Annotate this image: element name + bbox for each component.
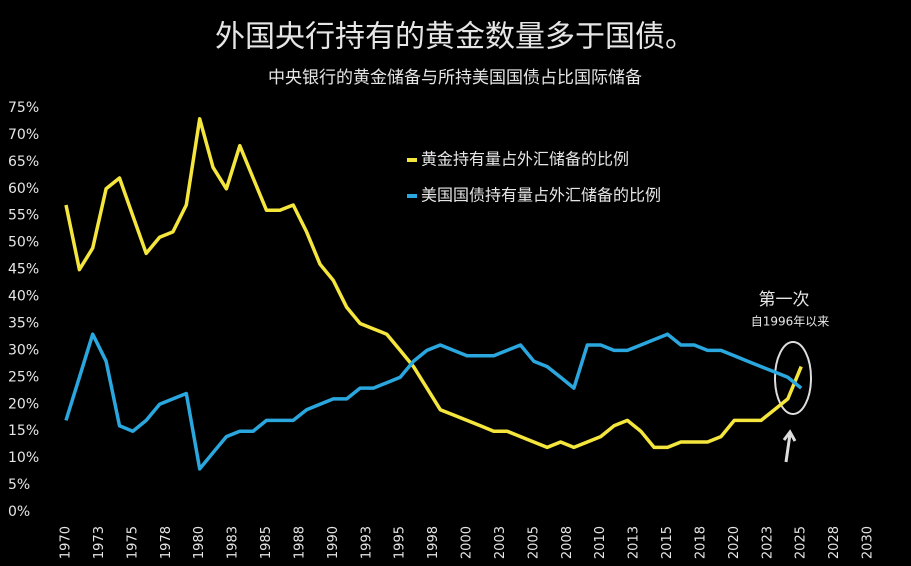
y-tick-label: 35% xyxy=(8,315,39,331)
x-tick-label: 1978 xyxy=(159,526,174,559)
y-tick-label: 70% xyxy=(8,127,39,143)
y-tick-label: 15% xyxy=(8,423,39,439)
y-tick-label: 55% xyxy=(8,208,39,224)
x-tick-label: 2028 xyxy=(827,526,842,559)
y-tick-label: 45% xyxy=(8,262,39,278)
x-tick-label: 2025 xyxy=(794,526,809,559)
x-tick-label: 1985 xyxy=(259,526,274,559)
x-tick-label: 1988 xyxy=(292,526,307,559)
x-tick-label: 1995 xyxy=(393,526,408,559)
x-tick-label: 1993 xyxy=(359,526,374,559)
x-tick-label: 2020 xyxy=(727,526,742,559)
y-tick-label: 60% xyxy=(8,181,39,197)
y-tick-label: 25% xyxy=(8,369,39,385)
y-tick-label: 65% xyxy=(8,154,39,170)
x-tick-label: 2000 xyxy=(460,526,475,559)
y-tick-label: 75% xyxy=(8,100,39,116)
x-tick-label: 2015 xyxy=(660,526,675,559)
annotation: 自1996年以来 xyxy=(751,315,830,329)
annotation: 第一次 xyxy=(759,290,810,310)
series-line xyxy=(64,117,803,450)
series-line xyxy=(64,332,803,471)
y-tick-label: 5% xyxy=(8,477,30,493)
x-tick-label: 2013 xyxy=(627,526,642,559)
x-tick-label: 2018 xyxy=(693,526,708,559)
chart-title: 外国央行持有的黄金数量多于国债。 xyxy=(215,20,695,55)
chart-subtitle: 中央银行的黄金储备与所持美国国债占比国际储备 xyxy=(268,68,642,88)
x-tick-label: 1973 xyxy=(92,526,107,559)
y-tick-label: 50% xyxy=(8,235,39,251)
legend-label: 美国国债持有量占外汇储备的比例 xyxy=(421,186,661,205)
highlight-ellipse xyxy=(774,341,812,415)
x-tick-label: 2023 xyxy=(760,526,775,559)
x-tick-label: 1983 xyxy=(226,526,241,559)
x-tick-label: 2010 xyxy=(593,526,608,559)
x-tick-label: 1970 xyxy=(59,526,74,559)
y-tick-label: 20% xyxy=(8,396,39,412)
y-tick-label: 10% xyxy=(8,450,39,466)
x-tick-label: 1980 xyxy=(192,526,207,559)
x-tick-label: 2030 xyxy=(861,526,876,559)
x-tick-label: 1975 xyxy=(125,526,140,559)
x-tick-label: 2008 xyxy=(560,526,575,559)
x-tick-label: 2005 xyxy=(526,526,541,559)
y-tick-label: 0% xyxy=(8,504,30,520)
y-tick-label: 40% xyxy=(8,289,39,305)
legend-label: 黄金持有量占外汇储备的比例 xyxy=(421,150,629,169)
x-tick-label: 1998 xyxy=(426,526,441,559)
y-tick-label: 30% xyxy=(8,342,39,358)
arrow xyxy=(782,429,797,463)
x-tick-label: 1990 xyxy=(326,526,341,559)
x-tick-label: 2003 xyxy=(493,526,508,559)
